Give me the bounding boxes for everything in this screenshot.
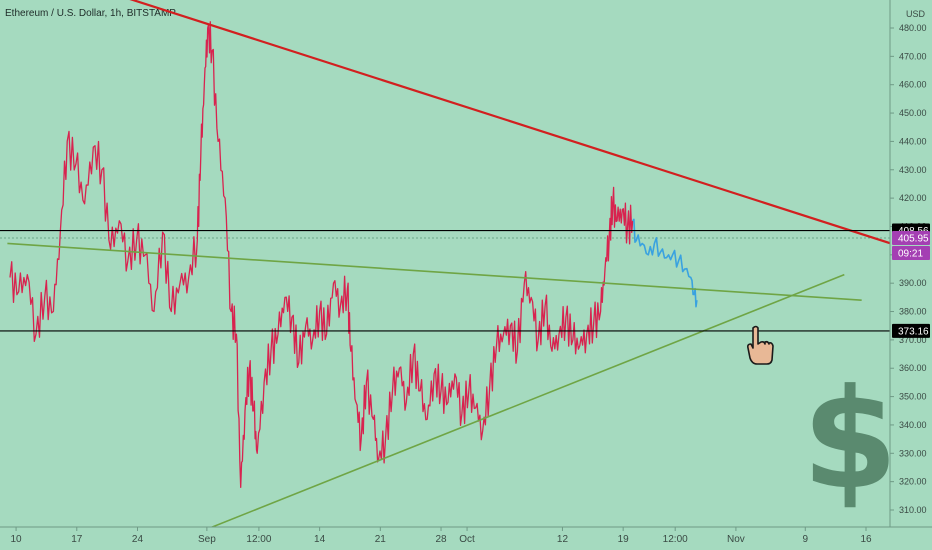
- x-tick-label: 19: [618, 534, 630, 545]
- x-tick-label: 24: [132, 534, 144, 545]
- currency-label: USD: [906, 9, 926, 19]
- horizontal-support-trendline[interactable]: [7, 242, 862, 301]
- projected-path-series: [632, 218, 698, 308]
- price-series-group: [9, 21, 698, 488]
- y-tick-label: 360.00: [899, 363, 927, 373]
- time-axis-panel: [0, 527, 932, 550]
- last-price-tag: 405.95: [898, 233, 929, 244]
- y-tick-label: 450.00: [899, 108, 927, 118]
- x-tick-label: 12:00: [663, 534, 688, 545]
- chart-title: Ethereum / U.S. Dollar, 1h, BITSTAMP: [5, 8, 176, 19]
- y-tick-label: 420.00: [899, 193, 927, 203]
- x-tick-label: 21: [375, 534, 387, 545]
- x-tick-label: 17: [71, 534, 83, 545]
- x-tick-label: 12:00: [246, 534, 271, 545]
- x-tick-label: 10: [11, 534, 23, 545]
- dollar-sign-icon: $: [802, 359, 898, 520]
- y-tick-label: 380.00: [899, 307, 927, 317]
- x-tick-label: Oct: [459, 534, 475, 545]
- level-price-tag: 373.16: [898, 326, 929, 337]
- resistance-trendline[interactable]: [105, 0, 899, 246]
- y-tick-label: 330.00: [899, 448, 927, 458]
- x-tick-label: 16: [860, 534, 872, 545]
- last-price-tag-bg: [892, 230, 930, 245]
- pointing-hand-icon: [747, 325, 774, 365]
- countdown-tag-bg: [892, 245, 930, 260]
- x-tick-label: Sep: [198, 534, 216, 545]
- y-tick-label: 390.00: [899, 278, 927, 288]
- y-tick-label: 320.00: [899, 477, 927, 487]
- x-tick-label: 14: [314, 534, 326, 545]
- countdown-tag: 09:21: [898, 248, 923, 259]
- x-tick-label: 28: [435, 534, 447, 545]
- y-tick-label: 480.00: [899, 23, 927, 33]
- y-tick-label: 310.00: [899, 505, 927, 515]
- trendlines-group: [7, 0, 899, 530]
- y-tick-label: 340.00: [899, 420, 927, 430]
- rising-support-trendline[interactable]: [205, 273, 845, 530]
- y-tick-label: 460.00: [899, 80, 927, 90]
- price-axis-panel: [890, 0, 932, 550]
- level-price-tag-bg: [892, 323, 930, 338]
- y-tick-label: 440.00: [899, 136, 927, 146]
- y-tick-label: 350.00: [899, 392, 927, 402]
- x-tick-label: 9: [803, 534, 809, 545]
- y-tick-label: 430.00: [899, 165, 927, 175]
- y-tick-label: 470.00: [899, 51, 927, 61]
- y-tick-label: 370.00: [899, 335, 927, 345]
- x-tick-label: Nov: [727, 534, 745, 545]
- x-tick-label: 12: [557, 534, 569, 545]
- price-candles-series: [9, 21, 634, 488]
